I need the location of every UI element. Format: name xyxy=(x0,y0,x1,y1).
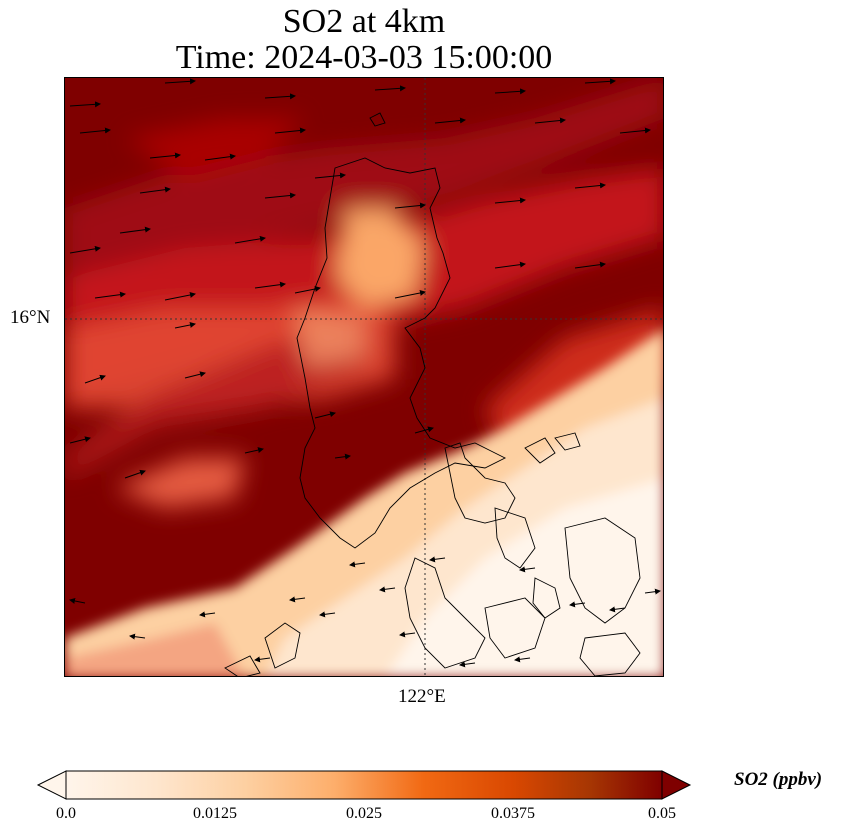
colorbar-label: SO2 (ppbv) xyxy=(734,769,823,790)
latitude-tick-label: 16°N xyxy=(10,307,51,328)
map-title: SO2 at 4km xyxy=(282,3,446,40)
map-panel xyxy=(64,77,664,677)
colorbar-tick-4: 0.05 xyxy=(648,805,676,822)
colorbar-low-extend xyxy=(36,770,67,800)
colorbar-high-extend xyxy=(661,770,692,800)
colorbar-tick-3: 0.0375 xyxy=(491,805,535,822)
colorbar-tick-1: 0.0125 xyxy=(193,805,237,822)
so2-field-map xyxy=(65,78,663,676)
colorbar-tick-2: 0.025 xyxy=(346,805,382,822)
colorbar xyxy=(36,770,692,800)
map-subtitle-time: Time: 2024-03-03 15:00:00 xyxy=(175,39,553,76)
colorbar-gradient xyxy=(36,770,692,800)
colorbar-tick-0: 0.0 xyxy=(56,805,76,822)
so2-medium-bands xyxy=(65,78,663,508)
longitude-tick-label: 122°E xyxy=(398,686,446,707)
so2-low-region xyxy=(65,329,663,676)
wind-vectors xyxy=(69,78,661,668)
